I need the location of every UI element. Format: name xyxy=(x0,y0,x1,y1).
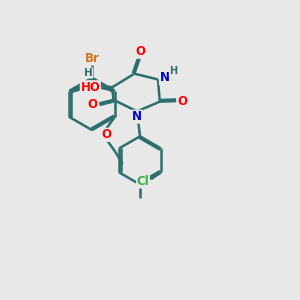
Text: O: O xyxy=(88,98,98,110)
Text: O: O xyxy=(135,45,146,58)
Text: N: N xyxy=(160,71,170,85)
Text: O: O xyxy=(178,94,188,108)
Text: HO: HO xyxy=(80,81,100,94)
Text: N: N xyxy=(132,110,142,123)
Text: O: O xyxy=(101,128,111,141)
Text: Br: Br xyxy=(85,52,100,65)
Text: Cl: Cl xyxy=(136,175,149,188)
Text: H: H xyxy=(169,66,178,76)
Text: H: H xyxy=(84,68,93,78)
